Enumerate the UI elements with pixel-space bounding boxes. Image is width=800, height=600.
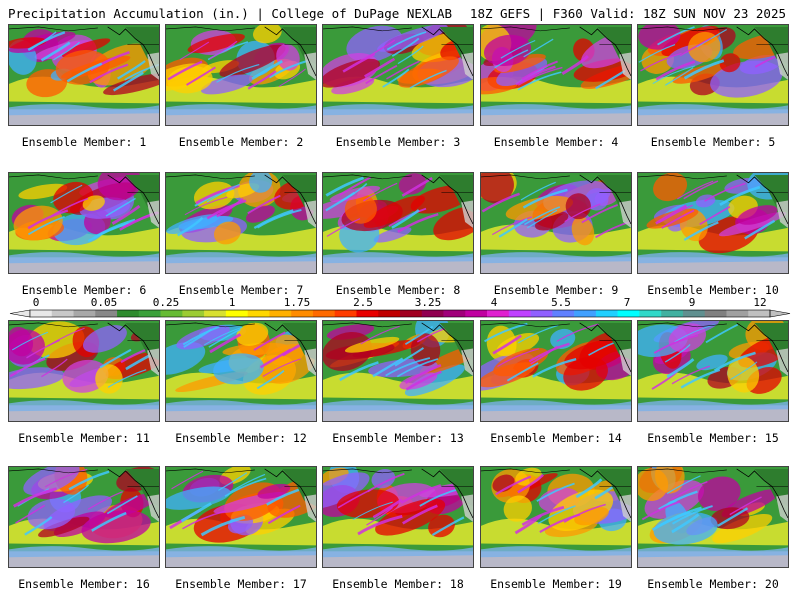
ensemble-member-label: Ensemble Member: 10 bbox=[647, 283, 779, 297]
colorbar-segment bbox=[334, 310, 357, 317]
colorbar-segment bbox=[530, 310, 553, 317]
colorbar-segment bbox=[30, 310, 53, 317]
ensemble-member-label: Ensemble Member: 12 bbox=[175, 431, 307, 445]
ensemble-member-label: Ensemble Member: 17 bbox=[175, 577, 307, 591]
colorbar-tick-label: 4 bbox=[490, 296, 498, 309]
colorbar-segment bbox=[138, 310, 161, 317]
colorbar-segment bbox=[312, 310, 335, 317]
ensemble-member-label: Ensemble Member: 1 bbox=[21, 135, 147, 149]
colorbar-tick-label: 0 bbox=[32, 296, 40, 309]
ensemble-member-map bbox=[322, 466, 474, 568]
colorbar-segment bbox=[95, 310, 118, 317]
ensemble-member-map bbox=[8, 172, 160, 274]
ensemble-member-map bbox=[8, 320, 160, 422]
colorbar-outline bbox=[29, 309, 771, 318]
ensemble-member-map bbox=[322, 172, 474, 274]
colorbar-segment bbox=[117, 310, 140, 317]
ensemble-member-map bbox=[8, 24, 160, 126]
valid-time: 18Z GEFS | F360 Valid: 18Z SUN NOV 23 20… bbox=[469, 6, 786, 21]
colorbar-segment bbox=[704, 310, 727, 317]
colorbar-tick-label: 0.25 bbox=[152, 296, 180, 309]
colorbar-tick-label: 9 bbox=[688, 296, 696, 309]
colorbar-segment bbox=[487, 310, 510, 317]
colorbar-segment bbox=[421, 310, 444, 317]
colorbar-segment bbox=[247, 310, 270, 317]
colorbar-scale bbox=[9, 309, 791, 318]
ensemble-member-map bbox=[322, 24, 474, 126]
ensemble-member-map bbox=[165, 320, 317, 422]
ensemble-member-label: Ensemble Member: 11 bbox=[18, 431, 150, 445]
colorbar-left-arrow bbox=[9, 309, 31, 318]
ensemble-member-map bbox=[480, 320, 632, 422]
ensemble-member-label: Ensemble Member: 16 bbox=[18, 577, 150, 591]
ensemble-member-map bbox=[637, 466, 789, 568]
ensemble-member-map bbox=[322, 320, 474, 422]
ensemble-member-map bbox=[165, 466, 317, 568]
colorbar-segment bbox=[726, 310, 749, 317]
precip-colorbar: 0 0.05 0.25 1 1.75 2.5 3.25 4 5.5 7 9 12 bbox=[0, 296, 800, 322]
ensemble-member-label: Ensemble Member: 15 bbox=[647, 431, 779, 445]
colorbar-segment bbox=[291, 310, 314, 317]
colorbar-segment bbox=[182, 310, 205, 317]
ensemble-member-map bbox=[637, 24, 789, 126]
colorbar-segment bbox=[204, 310, 227, 317]
colorbar-segment bbox=[639, 310, 662, 317]
ensemble-member-label: Ensemble Member: 6 bbox=[21, 283, 147, 297]
ensemble-member-label: Ensemble Member: 8 bbox=[335, 283, 461, 297]
ensemble-member-label: Ensemble Member: 4 bbox=[493, 135, 619, 149]
ensemble-member-label: Ensemble Member: 5 bbox=[650, 135, 776, 149]
colorbar-segment bbox=[51, 310, 74, 317]
ensemble-member-label: Ensemble Member: 9 bbox=[493, 283, 619, 297]
colorbar-segment bbox=[378, 310, 401, 317]
colorbar-segment bbox=[400, 310, 423, 317]
colorbar-segment bbox=[356, 310, 379, 317]
colorbar-segment bbox=[748, 310, 771, 317]
colorbar-segment bbox=[595, 310, 618, 317]
colorbar-tick-label: 0.05 bbox=[90, 296, 118, 309]
ensemble-member-map bbox=[637, 320, 789, 422]
colorbar-tick-label: 12 bbox=[753, 296, 767, 309]
ensemble-member-map bbox=[480, 172, 632, 274]
colorbar-tick-label: 5.5 bbox=[551, 296, 571, 309]
ensemble-member-map bbox=[165, 172, 317, 274]
ensemble-member-label: Ensemble Member: 19 bbox=[490, 577, 622, 591]
colorbar-segment bbox=[682, 310, 705, 317]
colorbar-segment bbox=[160, 310, 183, 317]
colorbar-segment bbox=[73, 310, 96, 317]
ensemble-member-label: Ensemble Member: 14 bbox=[490, 431, 622, 445]
ensemble-member-label: Ensemble Member: 20 bbox=[647, 577, 779, 591]
ensemble-member-map bbox=[480, 466, 632, 568]
colorbar-segment bbox=[269, 310, 292, 317]
colorbar-tick-label: 1 bbox=[228, 296, 236, 309]
colorbar-tick-label: 2.5 bbox=[353, 296, 373, 309]
ensemble-member-map bbox=[637, 172, 789, 274]
colorbar-segment bbox=[617, 310, 640, 317]
colorbar-segment bbox=[661, 310, 684, 317]
colorbar-segment bbox=[574, 310, 597, 317]
colorbar-segment bbox=[552, 310, 575, 317]
ensemble-member-label: Ensemble Member: 7 bbox=[178, 283, 304, 297]
colorbar-tick-label: 3.25 bbox=[414, 296, 442, 309]
colorbar-segment bbox=[225, 310, 248, 317]
ensemble-member-map bbox=[165, 24, 317, 126]
ensemble-member-label: Ensemble Member: 18 bbox=[332, 577, 464, 591]
ensemble-member-map bbox=[8, 466, 160, 568]
colorbar-segment bbox=[465, 310, 488, 317]
colorbar-segment bbox=[508, 310, 531, 317]
ensemble-member-label: Ensemble Member: 13 bbox=[332, 431, 464, 445]
map-title: Precipitation Accumulation (in.) | Colle… bbox=[8, 6, 453, 21]
colorbar-tick-label: 1.75 bbox=[283, 296, 311, 309]
ensemble-member-map bbox=[480, 24, 632, 126]
colorbar-tick-label: 7 bbox=[623, 296, 631, 309]
ensemble-member-label: Ensemble Member: 3 bbox=[335, 135, 461, 149]
colorbar-right-arrow bbox=[769, 309, 791, 318]
colorbar-segment bbox=[443, 310, 466, 317]
ensemble-member-label: Ensemble Member: 2 bbox=[178, 135, 304, 149]
